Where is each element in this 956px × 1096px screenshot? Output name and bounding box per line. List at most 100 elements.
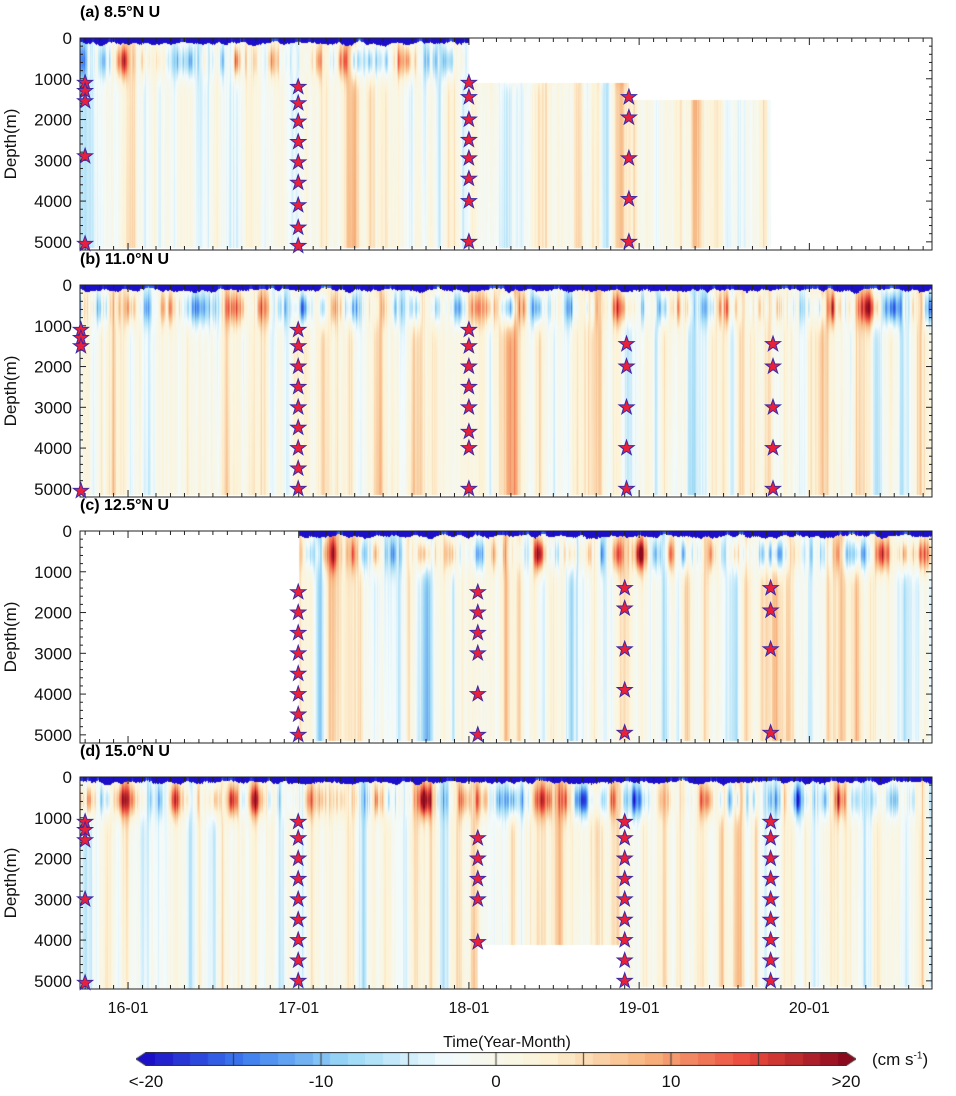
instrument-star xyxy=(289,218,308,236)
instrument-star xyxy=(761,600,780,619)
instrument-star xyxy=(761,910,780,928)
instrument-star xyxy=(289,889,308,908)
instrument-star xyxy=(468,684,487,702)
colorbar-tick-label: 0 xyxy=(491,1072,501,1091)
y-axis-label: Depth(m) xyxy=(1,356,20,427)
x-tick-label: 18-01 xyxy=(448,1000,489,1017)
instrument-star xyxy=(468,889,487,908)
instrument-star xyxy=(763,334,783,352)
instrument-star xyxy=(71,336,90,354)
instrument-star xyxy=(617,397,636,416)
instrument-star xyxy=(289,664,308,682)
instrument-star xyxy=(761,848,780,867)
instrument-star xyxy=(459,232,478,250)
instrument-star xyxy=(619,107,638,126)
y-axis-label: Depth(m) xyxy=(1,602,20,673)
colorbar xyxy=(136,1052,856,1066)
panel-b-heatmap xyxy=(80,285,932,497)
instrument-star xyxy=(761,889,780,908)
instrument-star xyxy=(459,130,478,148)
instrument-star xyxy=(761,930,780,948)
instrument-star xyxy=(76,889,95,908)
colorbar-tick-label: -10 xyxy=(308,1072,334,1091)
plot-frame xyxy=(79,284,933,498)
instrument-star xyxy=(763,356,783,375)
instrument-star xyxy=(289,418,308,436)
y-tick-label: 1000 xyxy=(34,809,72,828)
y-tick-label: 3000 xyxy=(34,151,72,170)
instrument-star xyxy=(615,578,634,596)
instrument-star xyxy=(71,481,90,499)
instrument-star xyxy=(76,234,95,252)
panel-a-title: (a) 8.5°N U xyxy=(80,4,161,21)
panel-d-heatmap xyxy=(80,777,932,989)
y-tick-label: 1000 xyxy=(34,70,72,89)
instrument-star xyxy=(761,971,780,989)
panel-b-title: (b) 11.0°N U xyxy=(80,251,170,268)
y-tick-label: 4000 xyxy=(34,685,72,704)
x-tick-label: 17-01 xyxy=(278,1000,319,1017)
instrument-star xyxy=(289,458,308,477)
y-tick-label: 2000 xyxy=(34,604,72,623)
instrument-star xyxy=(289,320,308,338)
panel-c-heatmap xyxy=(80,531,932,743)
instrument-star xyxy=(289,173,308,191)
instrument-star xyxy=(615,910,634,928)
x-tick-label: 16-01 xyxy=(108,1000,149,1017)
instrument-star xyxy=(459,438,478,456)
instrument-star xyxy=(761,828,780,846)
y-tick-label: 1000 xyxy=(34,317,72,336)
instrument-star xyxy=(468,643,487,662)
instrument-star xyxy=(76,91,95,109)
instrument-star xyxy=(289,828,308,846)
y-tick-label: 2000 xyxy=(34,358,72,377)
instrument-star xyxy=(289,930,308,948)
instrument-star xyxy=(289,112,308,130)
y-tick-label: 2000 xyxy=(34,850,72,869)
y-tick-label: 5000 xyxy=(34,972,72,991)
instrument-star xyxy=(289,356,308,375)
instrument-star xyxy=(615,971,634,989)
instrument-star xyxy=(289,438,308,456)
y-tick-label: 5000 xyxy=(34,726,72,745)
instrument-star xyxy=(468,623,487,641)
instrument-star xyxy=(761,723,780,741)
instrument-star xyxy=(289,582,308,600)
instrument-star xyxy=(619,87,638,105)
panel-a-heatmap xyxy=(80,38,932,250)
instrument-star xyxy=(615,598,634,617)
instrument-star xyxy=(459,336,478,354)
instrument-star xyxy=(289,812,308,830)
instrument-star xyxy=(615,930,634,948)
instrument-star xyxy=(617,438,636,456)
instrument-star xyxy=(459,356,478,375)
instrument-star xyxy=(289,77,308,95)
instrument-star xyxy=(761,869,780,887)
instrument-star xyxy=(289,336,308,354)
instrument-star xyxy=(289,704,308,723)
instrument-star xyxy=(615,828,634,846)
instrument-star xyxy=(459,479,478,497)
instrument-star xyxy=(459,191,478,209)
instrument-star xyxy=(459,73,478,91)
instrument-star xyxy=(615,812,634,830)
instrument-star xyxy=(761,950,780,969)
instrument-star xyxy=(615,848,634,867)
y-tick-label: 0 xyxy=(63,276,72,295)
instrument-star xyxy=(289,152,308,171)
y-tick-label: 3000 xyxy=(34,644,72,663)
plot-frame xyxy=(79,530,933,744)
instrument-star xyxy=(289,623,308,641)
instrument-star xyxy=(617,479,636,497)
panel-c-title: (c) 12.5°N U xyxy=(80,497,170,514)
y-tick-label: 3000 xyxy=(34,890,72,909)
instrument-star xyxy=(763,397,783,416)
instrument-star xyxy=(468,582,487,600)
instrument-star xyxy=(289,971,308,989)
instrument-star xyxy=(459,320,478,338)
instrument-star xyxy=(459,169,478,187)
instrument-star xyxy=(76,830,95,848)
plot-frame xyxy=(79,776,933,990)
instrument-star xyxy=(459,397,478,416)
